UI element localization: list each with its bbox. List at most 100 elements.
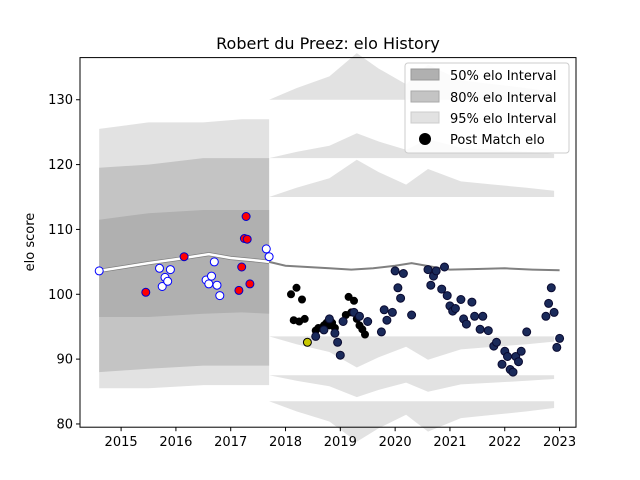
post-match-point-blue <box>264 252 274 262</box>
post-match-point-black <box>361 330 369 339</box>
post-match-point-red <box>245 279 255 289</box>
post-match-point-blue <box>212 280 222 290</box>
post-match-point-navy <box>497 359 507 369</box>
post-match-point-navy <box>522 327 532 337</box>
plot-area <box>94 53 565 442</box>
x-tick-label: 2015 <box>105 435 138 450</box>
post-match-point-navy <box>461 319 471 329</box>
legend-frame <box>404 62 570 154</box>
x-tick-label: 2018 <box>269 435 302 450</box>
y-tick-label: 90 <box>56 353 73 368</box>
post-match-point-blue <box>261 244 271 254</box>
post-match-point-navy <box>508 367 518 377</box>
post-match-point-navy <box>382 315 392 325</box>
post-match-point-navy <box>549 307 559 317</box>
post-match-point-blue <box>155 263 164 273</box>
post-match-point-navy <box>396 293 406 303</box>
post-match-point-navy <box>552 342 562 352</box>
legend-swatch-95 <box>410 111 440 124</box>
x-tick-label: 2019 <box>324 435 357 450</box>
post-match-point-blue <box>94 266 104 276</box>
post-match-point-navy <box>390 266 400 276</box>
post-match-point-navy <box>442 291 452 301</box>
post-match-point-navy <box>514 357 523 367</box>
post-match-point-navy <box>330 328 340 338</box>
legend-label-95: 95% elo Interval <box>450 112 557 127</box>
chart-title: Robert du Preez: elo History <box>216 34 440 53</box>
post-match-point-navy <box>355 311 364 321</box>
band-95-late-low <box>269 401 555 442</box>
post-match-point-navy <box>541 311 551 321</box>
band-80-late-low <box>269 375 555 398</box>
post-match-point-blue <box>209 257 219 267</box>
y-axis-ticks: 80 90 100 110 120 130 <box>48 93 80 432</box>
post-match-point-red <box>241 212 251 221</box>
post-match-point-blue <box>204 279 214 289</box>
post-match-point-red <box>234 285 244 295</box>
post-match-point-navy <box>319 325 329 335</box>
post-match-point-black <box>344 292 353 301</box>
post-match-point-black <box>300 314 309 323</box>
post-match-point-black <box>287 290 295 299</box>
post-match-point-blue <box>165 265 175 275</box>
post-match-point-navy <box>450 304 460 313</box>
post-match-point-navy <box>546 283 556 293</box>
post-match-point-blue <box>157 282 167 291</box>
post-match-point-navy <box>398 269 408 278</box>
post-match-point-blue <box>163 276 173 286</box>
post-match-point-navy <box>426 280 436 290</box>
post-match-point-navy <box>387 307 397 317</box>
post-match-point-navy <box>516 346 526 356</box>
post-match-point-navy <box>324 314 334 324</box>
post-match-point-black <box>292 283 301 292</box>
x-tick-label: 2017 <box>214 435 247 450</box>
y-axis-label: elo score <box>23 213 38 272</box>
early-trend-line <box>99 252 270 273</box>
x-tick-label: 2022 <box>488 435 521 450</box>
post-match-point-navy <box>467 297 477 307</box>
post-match-point-navy <box>456 295 466 304</box>
post-match-point-navy <box>335 350 345 360</box>
post-match-point-blue <box>207 271 216 281</box>
post-match-point-navy <box>483 326 493 336</box>
post-match-point-navy <box>423 265 433 275</box>
band-50-late-high <box>269 159 555 197</box>
post-match-point-navy <box>363 317 373 326</box>
post-match-point-blue <box>215 291 225 301</box>
legend-swatch-50 <box>410 68 440 81</box>
legend-swatch-80 <box>410 90 440 103</box>
legend-label-80: 80% elo Interval <box>450 91 557 106</box>
post-match-point-navy <box>379 305 389 315</box>
y-tick-label: 80 <box>56 417 73 432</box>
post-match-point-navy <box>492 337 501 347</box>
post-match-point-navy <box>431 266 441 276</box>
x-axis-ticks: 2015 2016 2017 2018 2019 2020 2021 2022 2023 <box>105 427 576 450</box>
post-match-point-navy <box>437 284 447 294</box>
post-match-point-navy <box>478 311 488 321</box>
post-match-point-red <box>141 287 151 297</box>
trend-lines <box>98 252 560 273</box>
post-match-point-red <box>237 262 247 272</box>
y-tick-label: 100 <box>48 288 73 303</box>
post-match-point-black <box>298 295 306 304</box>
x-tick-label: 2020 <box>379 435 412 450</box>
late-trend-line <box>268 260 560 272</box>
post-match-point-navy <box>407 310 417 320</box>
post-match-point-navy <box>503 352 512 361</box>
x-tick-label: 2023 <box>543 435 576 450</box>
post-match-point-navy <box>470 311 480 321</box>
legend: 50% elo Interval 80% elo Interval 95% el… <box>404 62 570 154</box>
post-match-point-navy <box>393 283 403 293</box>
post-match-point-yellow <box>302 337 312 347</box>
post-match-point-navy <box>440 262 449 272</box>
post-match-point-navy <box>333 337 343 347</box>
x-tick-label: 2016 <box>159 435 192 450</box>
post-match-points <box>94 212 565 377</box>
legend-marker-post-match <box>419 133 431 145</box>
y-tick-label: 110 <box>48 223 73 238</box>
post-match-point-navy <box>338 317 348 326</box>
post-match-point-navy <box>311 331 321 341</box>
post-match-point-navy <box>555 333 565 343</box>
legend-label-50: 50% elo Interval <box>450 69 557 84</box>
